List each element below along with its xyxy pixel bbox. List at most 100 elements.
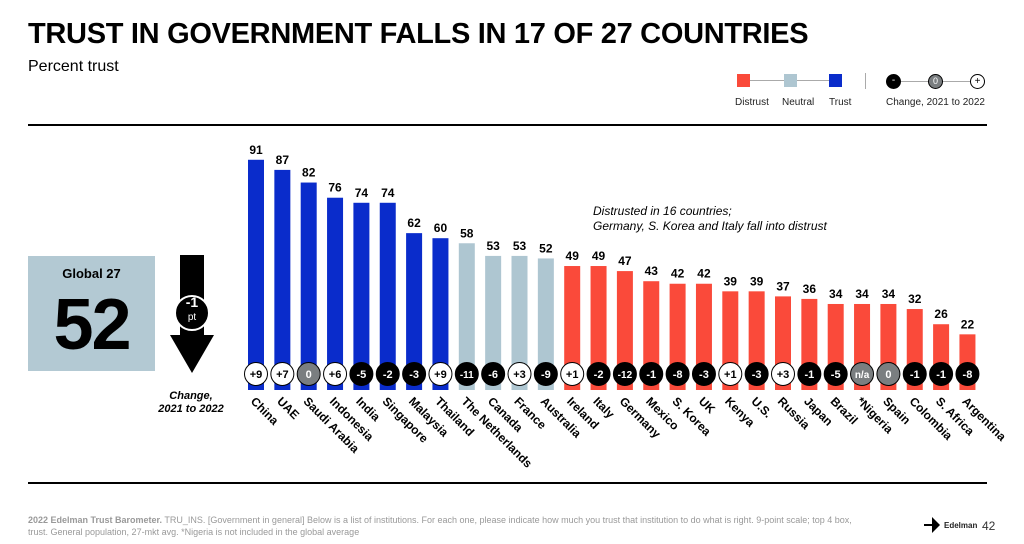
bar-Germany bbox=[616, 271, 633, 390]
bar-Australia bbox=[537, 258, 554, 390]
legend-distrust: Distrust bbox=[735, 97, 769, 108]
bar-value-label: 47 bbox=[618, 254, 632, 268]
change-badge-label: +6 bbox=[329, 369, 342, 381]
change-badge-label: -2 bbox=[383, 369, 393, 381]
bar-value-label: 36 bbox=[803, 282, 817, 296]
bottom-rule bbox=[28, 482, 987, 484]
change-badge-label: +7 bbox=[276, 369, 289, 381]
change-caption-line2: 2021 to 2022 bbox=[158, 403, 224, 415]
global-change-unit: pt bbox=[187, 312, 197, 323]
change-badge bbox=[876, 362, 901, 386]
bar-Thailand bbox=[432, 238, 449, 390]
edelman-logo-text: Edelman bbox=[944, 521, 978, 530]
bar-value-label: 42 bbox=[697, 267, 711, 281]
bar-India bbox=[353, 202, 370, 390]
change-badge-label: -3 bbox=[409, 369, 419, 381]
legend-positive-dot: + bbox=[970, 74, 985, 89]
change-badge-label: -6 bbox=[488, 369, 498, 381]
legend-neutral: Neutral bbox=[782, 97, 815, 108]
change-badge-label: +9 bbox=[434, 369, 447, 381]
bar-value-label: 42 bbox=[671, 267, 685, 281]
bar-Ireland bbox=[564, 266, 581, 390]
bar-value-label: 52 bbox=[539, 241, 553, 255]
bar-value-label: 76 bbox=[328, 181, 342, 195]
bar-value-label: 74 bbox=[381, 186, 395, 200]
legend-negative-dot: - bbox=[886, 74, 901, 89]
bar-value-label: 32 bbox=[908, 292, 922, 306]
change-badge bbox=[850, 362, 875, 386]
category-label: China bbox=[248, 394, 282, 428]
change-badge-label: -9 bbox=[541, 369, 551, 381]
bar-value-label: 49 bbox=[592, 249, 606, 263]
change-badge bbox=[823, 362, 848, 386]
change-caption-line1: Change, bbox=[169, 390, 213, 402]
legend-zero-dot: 0 bbox=[928, 74, 943, 89]
page-title: TRUST IN GOVERNMENT FALLS IN 17 OF 27 CO… bbox=[28, 18, 809, 50]
top-rule bbox=[28, 124, 987, 126]
bar-value-label: 43 bbox=[645, 264, 659, 278]
down-arrow-icon bbox=[170, 255, 214, 373]
change-badge bbox=[744, 362, 769, 386]
global-change: -1 bbox=[185, 294, 199, 310]
bar-UAE bbox=[274, 169, 291, 390]
legend-change-label: Change, 2021 to 2022 bbox=[886, 97, 985, 108]
bar-China bbox=[248, 159, 264, 390]
change-badge bbox=[639, 362, 664, 386]
page-number: 42 bbox=[982, 519, 996, 533]
change-badge bbox=[612, 362, 637, 386]
annotation-line2: Germany, S. Korea and Italy fall into di… bbox=[593, 219, 827, 233]
change-badge-label: -1 bbox=[646, 369, 656, 381]
change-badge bbox=[955, 362, 980, 386]
bar-value-label: 58 bbox=[460, 226, 474, 240]
change-badge bbox=[586, 362, 611, 386]
change-badge bbox=[296, 362, 321, 386]
change-badge-label: -5 bbox=[357, 369, 367, 381]
change-badge bbox=[270, 362, 295, 386]
change-badge bbox=[533, 362, 558, 386]
global-label: Global 27 bbox=[62, 266, 121, 281]
footer-source: 2022 Edelman Trust Barometer. TRU_INS. [… bbox=[28, 514, 868, 538]
legend-trust: Trust bbox=[829, 97, 852, 108]
bar-value-label: 34 bbox=[829, 287, 843, 301]
change-badge bbox=[428, 362, 453, 386]
footer-text: TRU_INS. [Government in general] Below i… bbox=[28, 515, 852, 537]
edelman-logo-icon bbox=[924, 517, 940, 533]
distrust-swatch bbox=[737, 74, 750, 87]
change-badge-label: -1 bbox=[910, 369, 920, 381]
change-badge-label: -1 bbox=[936, 369, 946, 381]
category-label: Brazil bbox=[828, 394, 861, 427]
change-badge-label: -5 bbox=[831, 369, 841, 381]
change-badge-label: 0 bbox=[885, 369, 891, 381]
change-badge bbox=[797, 362, 822, 386]
global-average-box: Global 27 52 bbox=[28, 256, 155, 371]
change-caption: Change, 2021 to 2022 bbox=[150, 390, 232, 416]
global-value: 52 bbox=[53, 285, 131, 365]
bar-value-label: 34 bbox=[855, 287, 869, 301]
bar-value-label: 91 bbox=[249, 143, 263, 157]
bar-value-label: 82 bbox=[302, 166, 316, 180]
change-badge bbox=[771, 362, 795, 386]
bar-value-label: 49 bbox=[566, 249, 580, 263]
change-badge bbox=[349, 362, 374, 386]
bar-Canada bbox=[485, 255, 502, 390]
change-badge bbox=[560, 362, 585, 386]
change-badge-label: +3 bbox=[513, 369, 526, 381]
bar-value-label: 87 bbox=[276, 153, 290, 167]
bar-value-label: 26 bbox=[934, 307, 948, 321]
change-badge-label: -3 bbox=[699, 369, 709, 381]
bar-The Netherlands bbox=[458, 243, 475, 390]
chart-annotation: Distrusted in 16 countries; Germany, S. … bbox=[593, 204, 827, 234]
neutral-swatch bbox=[784, 74, 797, 87]
bar-Singapore bbox=[379, 202, 396, 390]
change-badge-label: -3 bbox=[752, 369, 762, 381]
change-badge bbox=[507, 362, 532, 386]
bar-Italy bbox=[590, 266, 607, 390]
change-badge bbox=[929, 362, 954, 386]
bar-value-label: 34 bbox=[882, 287, 896, 301]
change-badge bbox=[454, 362, 479, 386]
legend-divider bbox=[865, 73, 866, 89]
change-badge-label: -8 bbox=[963, 369, 973, 381]
bar-Saudi Arabia bbox=[300, 182, 317, 390]
bar-value-label: 53 bbox=[513, 239, 527, 253]
